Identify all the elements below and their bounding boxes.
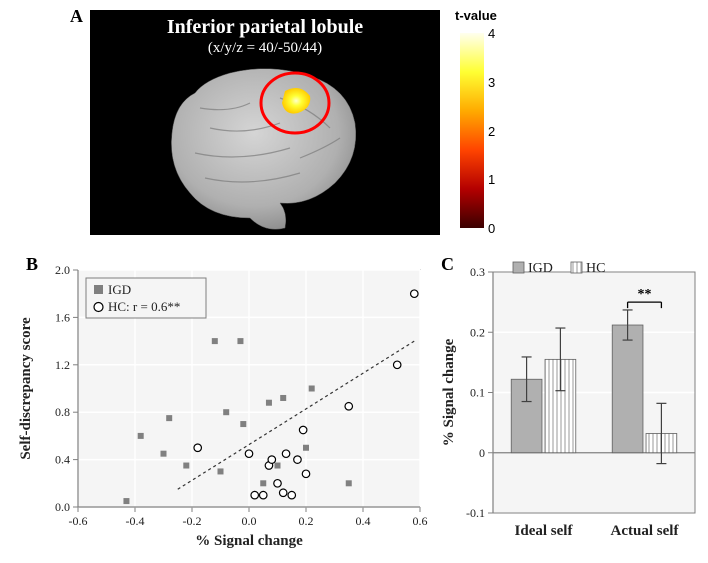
brain-illustration [150,58,380,233]
svg-text:IGD: IGD [528,261,553,276]
svg-text:0.4: 0.4 [356,514,371,528]
panel-a-coords: (x/y/z = 40/-50/44) [90,40,440,57]
svg-text:0.3: 0.3 [470,265,485,279]
svg-text:-0.6: -0.6 [69,514,88,528]
svg-text:0.8: 0.8 [55,405,70,419]
scatter-plot: -0.6 -0.4 -0.2 0.0 0.2 0.4 0.6 0.0 0.4 0.8 1.2 1.6 2… [10,250,432,555]
colorbar-tick: 3 [488,75,495,90]
panel-b-scatter: B -0.6-0.4-0.20.00.20.40.60.00.40.81.21.… [10,250,432,555]
svg-text:0.0: 0.0 [242,514,257,528]
svg-text:Actual self: Actual self [611,523,680,539]
svg-text:-0.2: -0.2 [183,514,202,528]
svg-text:Ideal self: Ideal self [515,523,574,539]
svg-text:0.4: 0.4 [55,453,70,467]
colorbar-tick: 2 [488,124,495,139]
svg-text:HC: HC [586,261,605,276]
panel-a-title: Inferior parietal lobule [90,16,440,39]
panel-a-brain: Inferior parietal lobule (x/y/z = 40/-50… [90,10,440,235]
colorbar-tick: 1 [488,172,495,187]
svg-text:0.2: 0.2 [470,325,485,339]
svg-text:IGD: IGD [108,282,131,297]
svg-text:0.1: 0.1 [470,386,485,400]
colorbar-label: t-value [455,8,497,23]
colorbar-tick: 4 [488,26,495,41]
svg-text:2.0: 2.0 [55,263,70,277]
svg-text:0.0: 0.0 [55,500,70,514]
svg-text:1.6: 1.6 [55,310,70,324]
bar-chart: -0.1 0 0.1 0.2 0.3 Ideal self Actual self % Sig… [435,250,705,555]
svg-text:HC: r = 0.6**: HC: r = 0.6** [108,299,180,314]
svg-text:0: 0 [479,446,485,460]
svg-text:-0.4: -0.4 [126,514,145,528]
svg-text:% Signal change: % Signal change [195,533,303,549]
svg-text:0.6: 0.6 [413,514,428,528]
svg-text:-0.1: -0.1 [466,506,485,520]
panel-a-label: A [70,6,83,27]
figure-container: A Inferior parietal lobule (x/y/z = 40/-… [0,0,708,563]
svg-text:% Signal change: % Signal change [441,338,457,446]
svg-text:**: ** [638,287,652,302]
svg-text:Self-discrepancy score: Self-discrepancy score [18,317,34,460]
panel-c-bar: C -0.100.10.20.3Ideal selfActual self% S… [435,250,705,555]
colorbar [460,33,484,228]
colorbar-tick: 0 [488,221,495,236]
svg-text:1.2: 1.2 [55,358,70,372]
colorbar-area: t-value 0 1 2 3 4 [455,8,530,233]
svg-text:0.2: 0.2 [299,514,314,528]
